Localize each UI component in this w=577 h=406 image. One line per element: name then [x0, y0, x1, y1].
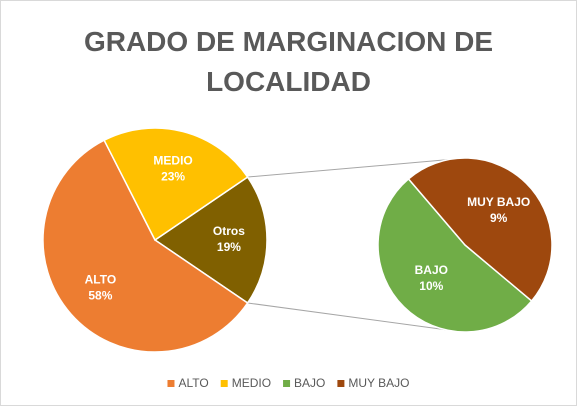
data-label-name: BAJO [415, 263, 448, 277]
pie-slice [407, 157, 553, 302]
legend-label: ALTO [178, 376, 208, 390]
connector-line [247, 158, 456, 178]
pie-slice [153, 176, 268, 304]
pie-slice [377, 177, 533, 333]
data-label-name: MUY BAJO [467, 195, 530, 209]
data-label-value: 9% [490, 211, 508, 225]
pie-slice [42, 139, 249, 353]
chart-title: GRADO DE MARGINACION DE LOCALIDAD [83, 26, 494, 97]
connector-line [247, 302, 456, 332]
legend-marker [167, 380, 175, 387]
legend-label: MUY BAJO [348, 376, 409, 390]
legend-label: MEDIO [232, 376, 271, 390]
data-label-value: 10% [419, 279, 443, 293]
data-label-value: 58% [88, 288, 112, 302]
data-label-name: MEDIO [153, 154, 192, 168]
legend-label: BAJO [294, 376, 325, 390]
data-label-name: Otros [213, 224, 245, 238]
data-label-name: ALTO [85, 272, 117, 286]
legend-marker [337, 380, 345, 387]
pie-slice [103, 127, 249, 242]
legend-marker [220, 380, 228, 387]
data-label-value: 23% [161, 170, 185, 184]
data-label-value: 19% [217, 240, 241, 254]
legend-marker [283, 380, 291, 387]
